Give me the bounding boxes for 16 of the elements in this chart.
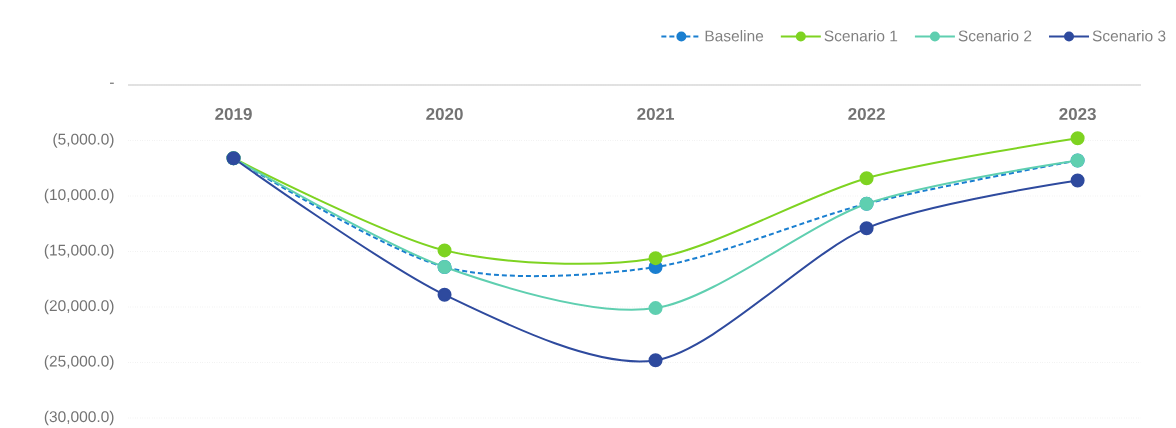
y-tick-label: (30,000.0) [44,410,114,426]
y-tick-label: (20,000.0) [44,299,114,315]
legend-label: Scenario 1 [824,30,898,42]
legend-label: Scenario 2 [958,30,1032,42]
x-tick-label: 2023 [1059,107,1096,121]
y-tick-label: (10,000.0) [44,188,114,204]
x-tick-label: 2022 [848,107,885,121]
x-tick-label: 2021 [637,107,675,121]
y-tick-label: (5,000.0) [53,133,114,148]
y-tick-label: (15,000.0) [44,244,114,259]
legend-label: Scenario 3 [1092,30,1166,42]
legend-label: Baseline [705,30,764,42]
x-tick-label: 2019 [215,107,252,121]
y-tick-label: (25,000.0) [44,355,114,370]
x-tick-label: 2020 [426,107,463,121]
y-tick-label: - [110,82,114,84]
